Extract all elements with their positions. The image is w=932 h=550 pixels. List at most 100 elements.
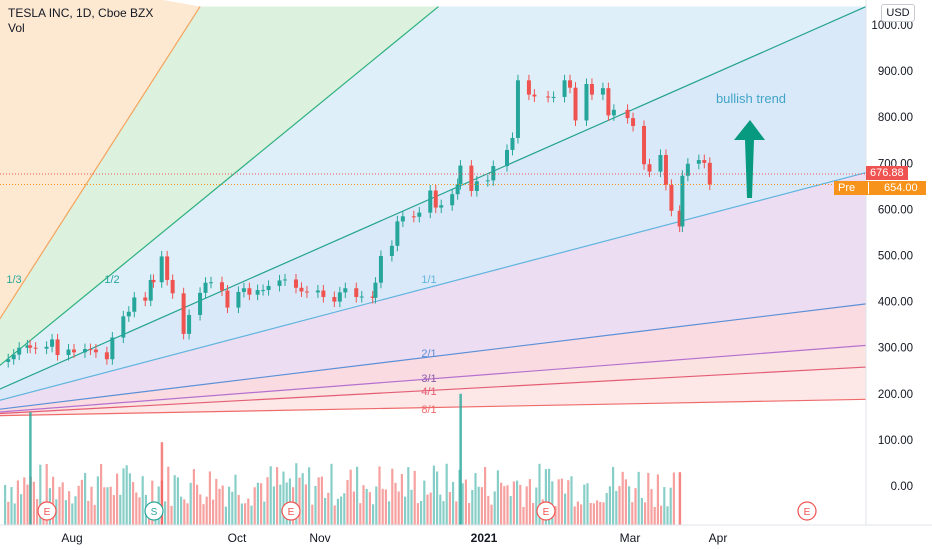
volume-bar [573,506,576,525]
volume-bar [516,480,519,525]
volume-bar [167,466,170,525]
candle-body [343,288,348,293]
candle-body [469,165,474,191]
time-tick-label: Aug [61,531,82,545]
volume-bar [586,483,589,525]
candle-body [181,293,186,334]
volume-bar [308,467,311,525]
event-marker [797,501,817,521]
volume-bar [346,480,349,525]
price-tick-label: 1000.00 [871,20,913,32]
volume-bar [240,503,243,525]
candle-body [685,163,690,176]
volume-bar [119,494,122,525]
candle-body [359,296,364,298]
volume-bar [432,465,435,525]
volume-bar [592,503,595,525]
volume-bar [560,478,563,525]
candle-body [702,160,707,163]
volume-bar [170,505,173,525]
volume-bar [208,471,211,525]
volume-bar [644,502,647,525]
fan-label: 1/3 [6,274,21,286]
candle-body [209,282,214,284]
volume-bar [340,496,343,525]
volume-bar [672,472,675,525]
fan-label: 4/1 [421,386,436,398]
volume-bar [656,474,659,525]
time-tick-label: Mar [620,531,641,545]
candle-body [283,279,288,281]
event-marker [281,501,301,521]
candle-body [370,296,375,298]
volume-bar [221,485,224,525]
candle-body [28,345,33,348]
volume-bar [74,496,77,525]
volume-bar [23,477,26,525]
volume-bar [61,482,64,525]
volume-bar [282,471,285,525]
candle-body [696,160,701,164]
candle-body [669,184,674,211]
candle-body [126,311,131,317]
volume-bar [260,483,263,525]
volume-bar [532,503,535,525]
volume-bar [528,479,531,525]
volume-bar [160,442,164,525]
candle-body [568,80,573,88]
volume-bar [459,393,462,525]
volume-bar [269,466,272,525]
volume-bar [474,473,477,525]
candle-body [491,166,496,181]
event-marker-label: S [151,507,158,518]
candle-body [658,155,663,172]
fan-label: 1/2 [104,274,119,286]
event-marker [37,501,57,521]
volume-bar [199,494,202,525]
candle-body [170,279,175,294]
volume-bar [461,483,464,525]
volume-bar [215,478,218,525]
candle-body [241,288,246,292]
volume-bar [608,486,611,525]
volume-bar [7,501,10,525]
volume-bar [164,501,167,525]
currency-button[interactable]: USD [881,4,915,22]
volume-bar [253,487,256,525]
volume-bar [301,473,304,525]
candle-body [159,256,164,283]
candle-body [6,359,11,362]
candle-body [33,347,38,349]
volume-bar [180,496,183,525]
volume-bar [653,506,656,525]
volume-bar [263,501,266,525]
time-tick-label: Oct [228,531,247,545]
volume-bar [36,499,39,525]
volume-bar [487,495,490,525]
candle-body [66,349,71,356]
candle-body [707,162,712,185]
volume-bar [400,474,403,525]
volume-bar [324,497,327,525]
volume-bar [589,502,592,525]
volume-bar [272,486,275,525]
candle-body [428,190,433,213]
volume-bar [45,463,48,525]
volume-bar [311,504,314,525]
candle-body [526,80,531,95]
volume-bar [551,481,554,525]
volume-bar [602,502,605,525]
volume-bar [570,476,573,525]
candle-body [236,291,241,308]
volume-bar [663,487,666,525]
fan-label: 3/1 [421,373,436,385]
fan-ray [0,344,867,413]
candle-body [50,339,55,347]
volume-bar [87,500,90,525]
volume-bar [176,477,179,525]
candle-body [562,80,567,97]
volume-bar [544,469,547,525]
candle-body [450,194,455,206]
volume-bar [205,496,208,525]
